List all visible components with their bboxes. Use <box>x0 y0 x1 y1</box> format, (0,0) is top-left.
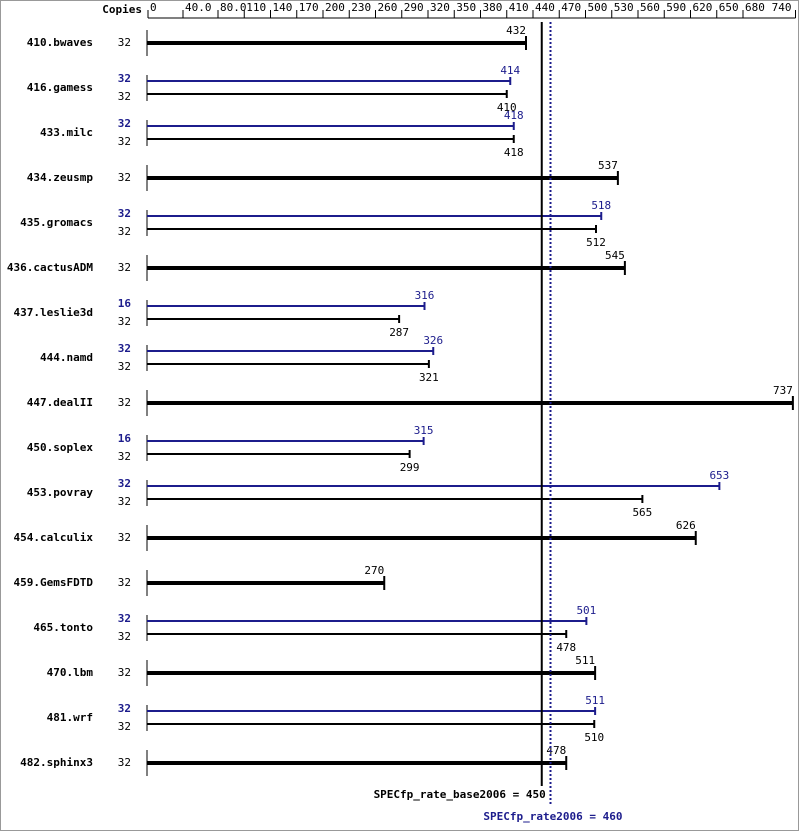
x-tick-label: 650 <box>719 1 739 14</box>
base-copies: 32 <box>118 90 131 103</box>
base-copies: 32 <box>118 135 131 148</box>
benchmark-name: 410.bwaves <box>27 36 93 49</box>
x-tick-label: 80.0 <box>220 1 247 14</box>
base-copies: 32 <box>118 720 131 733</box>
x-tick-label: 590 <box>666 1 686 14</box>
base-value-label: 299 <box>400 461 420 474</box>
peak-value-label: 501 <box>576 604 596 617</box>
base-copies: 32 <box>118 360 131 373</box>
x-tick-label: 350 <box>456 1 476 14</box>
base-value-label: 537 <box>598 159 618 172</box>
base-copies: 32 <box>118 36 131 49</box>
base-value-label: 512 <box>586 236 606 249</box>
x-tick-label: 110 <box>246 1 266 14</box>
benchmark-name: 450.soplex <box>27 441 94 454</box>
reference-label: SPECfp_rate_base2006 = 450 <box>374 788 546 801</box>
peak-value-label: 315 <box>414 424 434 437</box>
base-value-label: 287 <box>389 326 409 339</box>
benchmark-name: 454.calculix <box>14 531 94 544</box>
x-tick-label: 40.0 <box>185 1 212 14</box>
x-tick-label: 200 <box>325 1 345 14</box>
base-value-label: 545 <box>605 249 625 262</box>
peak-copies: 32 <box>118 702 131 715</box>
base-value-label: 321 <box>419 371 439 384</box>
peak-value-label: 326 <box>423 334 443 347</box>
x-tick-label: 740 <box>772 1 792 14</box>
benchmark-name: 433.milc <box>40 126 93 139</box>
base-value-label: 478 <box>556 641 576 654</box>
x-tick-label: 440 <box>535 1 555 14</box>
copies-header: Copies <box>102 3 142 16</box>
base-copies: 32 <box>118 261 131 274</box>
peak-value-label: 414 <box>500 64 520 77</box>
peak-copies: 32 <box>118 72 131 85</box>
peak-copies: 32 <box>118 117 131 130</box>
x-tick-label: 0 <box>150 1 157 14</box>
benchmark-name: 437.leslie3d <box>14 306 93 319</box>
x-tick-label: 560 <box>640 1 660 14</box>
base-copies: 32 <box>118 450 131 463</box>
x-tick-label: 680 <box>745 1 765 14</box>
x-tick-label: 230 <box>351 1 371 14</box>
base-copies: 32 <box>118 315 131 328</box>
base-copies: 32 <box>118 396 131 409</box>
x-tick-label: 410 <box>509 1 529 14</box>
benchmark-name: 435.gromacs <box>20 216 93 229</box>
peak-value-label: 316 <box>415 289 435 302</box>
peak-value-label: 653 <box>709 469 729 482</box>
x-tick-label: 170 <box>299 1 319 14</box>
x-tick-label: 500 <box>588 1 608 14</box>
base-value-label: 565 <box>632 506 652 519</box>
x-tick-label: 470 <box>561 1 581 14</box>
base-copies: 32 <box>118 666 131 679</box>
x-tick-label: 290 <box>404 1 424 14</box>
benchmark-name: 453.povray <box>27 486 94 499</box>
base-value-label: 432 <box>506 24 526 37</box>
benchmark-name: 459.GemsFDTD <box>14 576 94 589</box>
peak-copies: 16 <box>118 297 132 310</box>
base-value-label: 478 <box>546 744 566 757</box>
benchmark-name: 434.zeusmp <box>27 171 94 184</box>
base-copies: 32 <box>118 225 131 238</box>
base-value-label: 626 <box>676 519 696 532</box>
base-value-label: 410 <box>497 101 517 114</box>
reference-label: SPECfp_rate2006 = 460 <box>483 810 622 823</box>
peak-copies: 32 <box>118 612 131 625</box>
benchmark-name: 482.sphinx3 <box>20 756 93 769</box>
x-tick-label: 620 <box>693 1 713 14</box>
base-value-label: 510 <box>584 731 604 744</box>
base-copies: 32 <box>118 630 131 643</box>
base-value-label: 737 <box>773 384 793 397</box>
base-copies: 32 <box>118 756 131 769</box>
base-copies: 32 <box>118 171 131 184</box>
benchmark-name: 481.wrf <box>47 711 93 724</box>
x-tick-label: 320 <box>430 1 450 14</box>
x-tick-label: 140 <box>273 1 293 14</box>
peak-value-label: 418 <box>504 109 524 122</box>
peak-copies: 16 <box>118 432 132 445</box>
base-copies: 32 <box>118 495 131 508</box>
base-value-label: 270 <box>364 564 384 577</box>
peak-copies: 32 <box>118 477 131 490</box>
base-value-label: 418 <box>504 146 524 159</box>
benchmark-name: 470.lbm <box>47 666 94 679</box>
peak-value-label: 511 <box>585 694 605 707</box>
benchmark-name: 465.tonto <box>33 621 93 634</box>
benchmark-name: 447.dealII <box>27 396 93 409</box>
x-tick-label: 380 <box>483 1 503 14</box>
base-value-label: 511 <box>575 654 595 667</box>
x-tick-label: 530 <box>614 1 634 14</box>
benchmark-name: 444.namd <box>40 351 93 364</box>
peak-copies: 32 <box>118 342 131 355</box>
peak-copies: 32 <box>118 207 131 220</box>
base-copies: 32 <box>118 531 131 544</box>
x-tick-label: 260 <box>378 1 398 14</box>
peak-value-label: 518 <box>591 199 611 212</box>
benchmark-name: 416.gamess <box>27 81 93 94</box>
base-copies: 32 <box>118 576 131 589</box>
benchmark-name: 436.cactusADM <box>7 261 93 274</box>
